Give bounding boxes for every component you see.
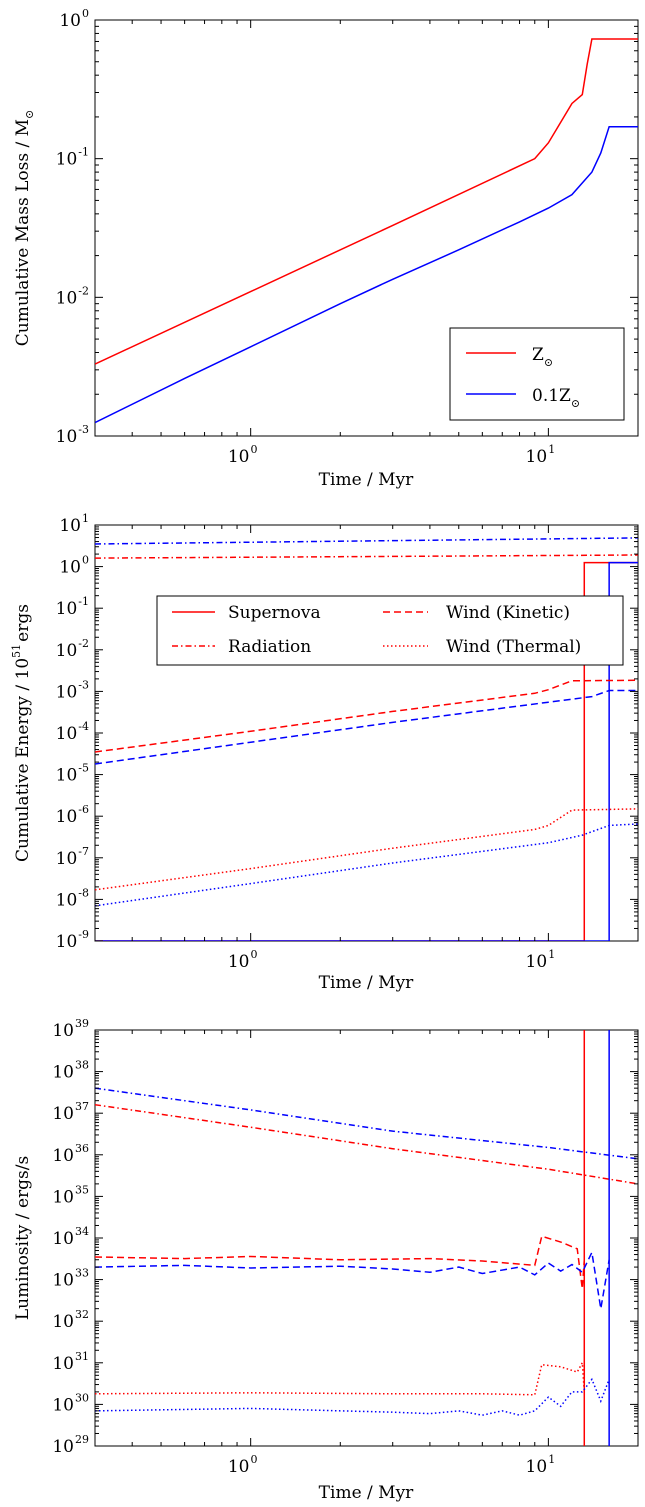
y-tick-label: 1029	[52, 1433, 89, 1457]
x-axis-label: Time / Myr	[319, 1483, 415, 1503]
x-axis-label: Time / Myr	[319, 470, 415, 490]
y-axis-label: Cumulative Mass Loss / M⊙	[13, 110, 36, 346]
legend-label-wind-thermal: Wind (Thermal)	[446, 637, 581, 657]
series-line-0	[95, 38, 638, 365]
y-axis-label: Cumulative Energy / 1051ergs	[10, 604, 33, 862]
legend-label-01z: 0.1Z⊙	[532, 386, 580, 410]
series-line-2	[95, 1087, 638, 1160]
legend-label-radiation: Radiation	[228, 637, 311, 657]
y-tick-label: 1039	[52, 1017, 89, 1041]
legend-label-wind-kinetic: Wind (Kinetic)	[446, 603, 570, 623]
x-tick-label: 101	[526, 948, 556, 972]
y-tick-label: 1032	[52, 1308, 89, 1332]
series-line-1	[95, 125, 638, 424]
x-tick-label: 100	[228, 443, 258, 467]
x-axis-label: Time / Myr	[319, 973, 415, 993]
legend-box	[449, 327, 625, 421]
y-tick-label: 10-6	[56, 803, 89, 827]
y-tick-label: 10-3	[56, 423, 89, 447]
y-tick-label: 1035	[52, 1183, 89, 1207]
plot-frame	[94, 1029, 639, 1447]
x-tick-label: 101	[526, 443, 556, 467]
y-tick-label: 10-9	[56, 928, 89, 952]
y-tick-label: 10-5	[56, 762, 89, 786]
legend-box	[156, 595, 624, 666]
y-tick-label: 10-3	[56, 678, 89, 702]
y-tick-label: 10-8	[56, 886, 89, 910]
series-line-7	[95, 1377, 610, 1416]
y-tick-label: 10-4	[56, 720, 89, 744]
series-line-4	[95, 1235, 586, 1289]
series-line-4	[95, 679, 638, 753]
series-line-5	[95, 1249, 610, 1309]
y-tick-label: 1034	[52, 1225, 89, 1249]
x-tick-label: 100	[228, 1453, 258, 1477]
y-tick-label: 10-1	[56, 595, 89, 619]
series-line-3	[95, 554, 638, 559]
y-tick-label: 1038	[52, 1059, 89, 1083]
y-tick-label: 1033	[52, 1267, 89, 1291]
series-line-6	[95, 1360, 586, 1396]
plot-frame	[94, 524, 639, 942]
y-tick-label: 100	[59, 7, 89, 31]
y-tick-label: 10-7	[56, 845, 89, 869]
y-tick-label: 100	[59, 554, 89, 578]
energy-panel: 100 101 10-9 10-8 10-7 10-6 10-5 10-4 10-3 10-2 10…	[10, 512, 639, 993]
y-tick-label: 1031	[52, 1350, 89, 1374]
series-line-1	[95, 561, 638, 941]
y-tick-label: 10-1	[56, 146, 89, 170]
legend: Z⊙ 0.1Z⊙	[449, 327, 625, 421]
luminosity-panel: 100 101 1029 1030 1031 1032 1033 1034 1035 1036 10…	[13, 1017, 639, 1503]
mass-loss-panel: 100 101 10-3 10-2 10-1 100 Time / Myr Cumulat…	[13, 7, 639, 490]
legend: Supernova Wind (Kinetic) Radiation Wind …	[156, 595, 624, 666]
series-line-2	[95, 537, 638, 545]
y-tick-label: 1030	[52, 1391, 89, 1415]
y-axis-label: Luminosity / ergs/s	[13, 1156, 33, 1320]
y-tick-label: 1037	[52, 1100, 89, 1124]
series-line-5	[95, 689, 638, 765]
series-line-3	[95, 1103, 638, 1185]
y-tick-label: 101	[59, 512, 89, 536]
plot-frame	[94, 19, 639, 437]
series-line-6	[95, 808, 638, 891]
y-tick-label: 1036	[52, 1142, 89, 1166]
x-tick-label: 101	[526, 1453, 556, 1477]
x-tick-label: 100	[228, 948, 258, 972]
y-tick-label: 10-2	[56, 284, 89, 308]
legend-label-supernova: Supernova	[228, 603, 321, 623]
legend-label-z: Z⊙	[532, 345, 553, 369]
series-line-7	[95, 823, 638, 907]
y-tick-label: 10-2	[56, 637, 89, 661]
